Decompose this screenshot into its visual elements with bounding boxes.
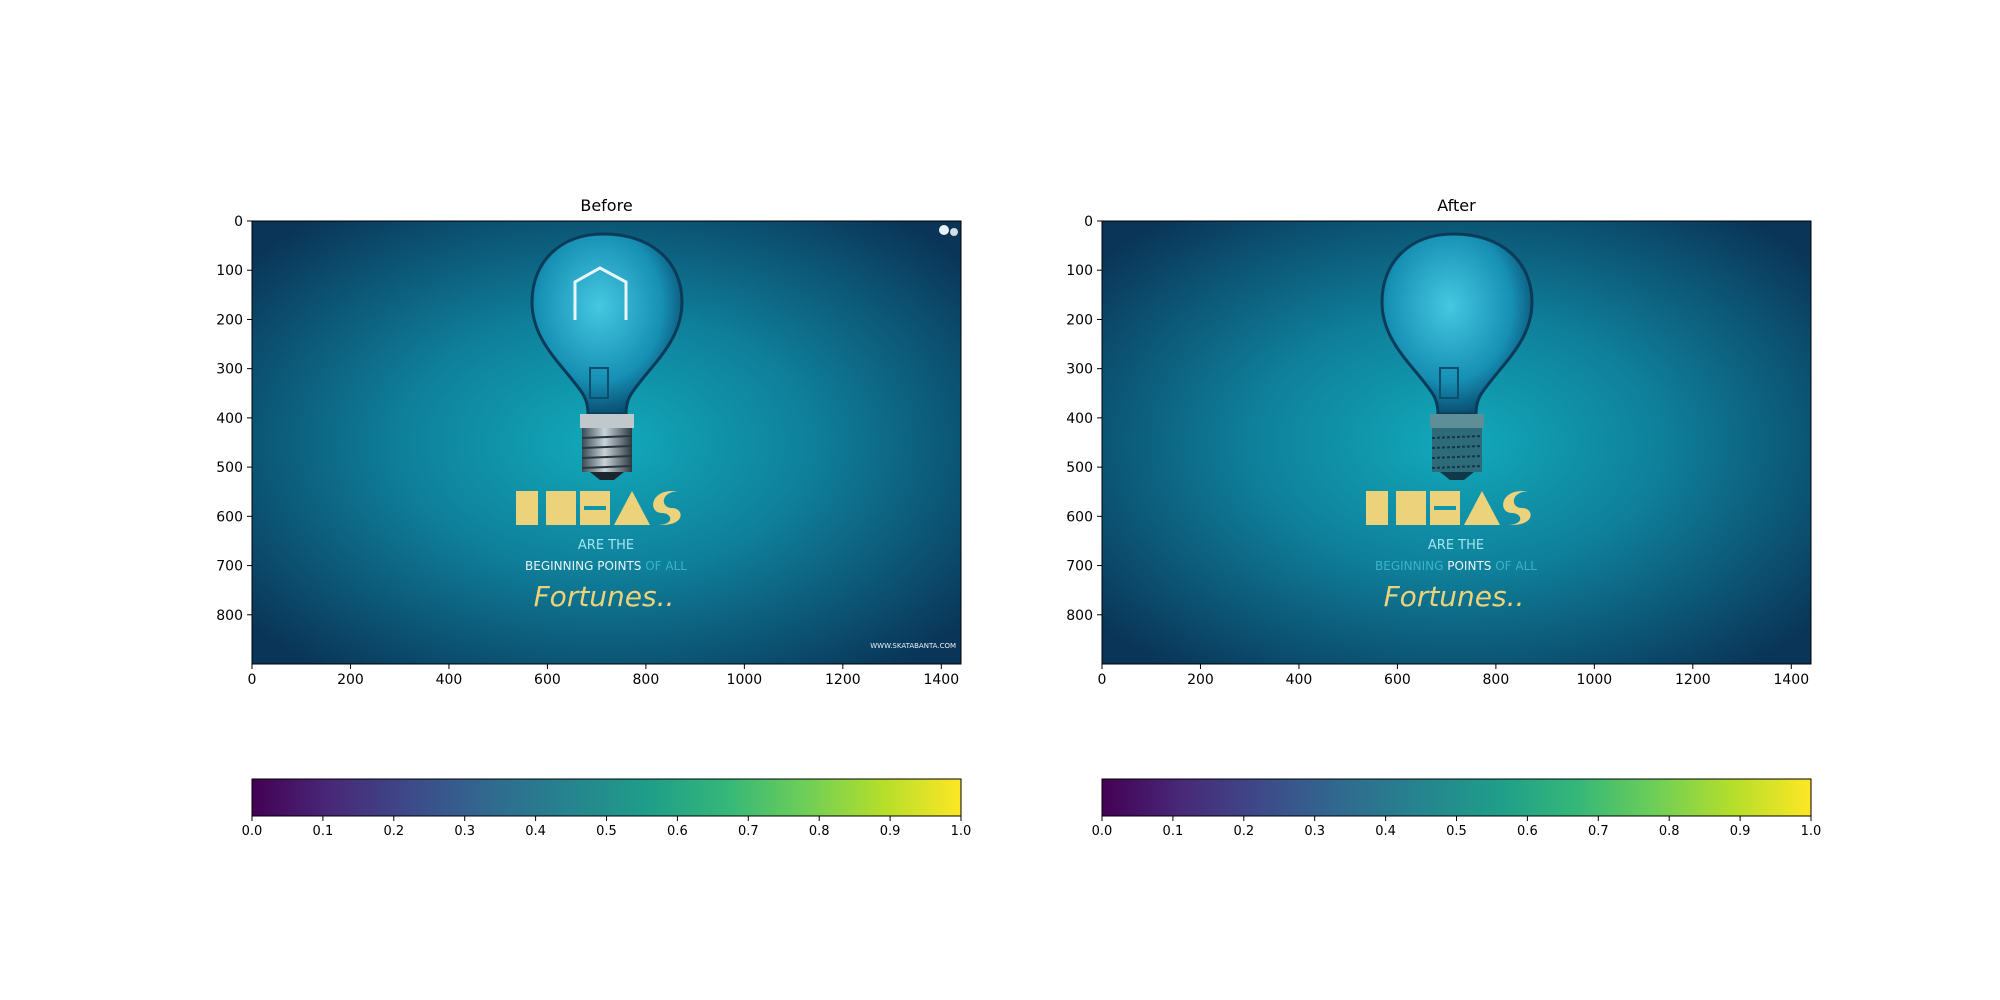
colorbar-tick-label: 0.2 — [383, 824, 404, 839]
y-tick-label: 300 — [1066, 362, 1093, 378]
y-tick-label: 700 — [1066, 559, 1093, 575]
image-after: ARE THE BEGINNING POINTS OF ALL Fortunes… — [1102, 221, 1811, 664]
image-text-fortunes: Fortunes.. — [1384, 580, 1525, 613]
colorbar-tick-label: 0.3 — [454, 824, 475, 839]
y-tick-label: 200 — [216, 312, 243, 328]
y-tick-label: 700 — [216, 559, 243, 575]
y-tick-label: 0 — [234, 214, 243, 230]
y-tick-label: 600 — [216, 509, 243, 525]
colorbar — [1101, 778, 1812, 817]
image-text-fortunes: Fortunes.. — [534, 580, 675, 613]
y-tick-label: 400 — [216, 411, 243, 427]
panel-title: Before — [580, 196, 632, 215]
colorbar-ticks: 0.0 0.1 0.2 0.3 0.4 0.5 0.6 0.7 0.8 0.9 1.0 — [1092, 816, 1822, 839]
x-tick-label: 800 — [633, 672, 660, 688]
y-tick-label: 800 — [1066, 608, 1093, 624]
colorbar-tick-label: 0.0 — [242, 824, 263, 839]
image-before: ARE THE BEGINNING POINTS OF ALL Fortunes… — [252, 221, 961, 664]
colorbar-tick-label: 0.1 — [1163, 824, 1184, 839]
y-tick-label: 400 — [1066, 411, 1093, 427]
colorbar-tick-label: 0.8 — [809, 824, 830, 839]
watermark-icon — [939, 225, 958, 236]
colorbar-ticks: 0.0 0.1 0.2 0.3 0.4 0.5 0.6 0.7 0.8 0.9 1.0 — [242, 816, 972, 839]
x-tick-label: 0 — [248, 672, 257, 688]
x-tick-label: 800 — [1483, 672, 1510, 688]
x-tick-label: 1200 — [825, 672, 861, 688]
colorbar-tick-label: 0.6 — [667, 824, 688, 839]
colorbar-tick-label: 1.0 — [951, 824, 972, 839]
y-tick-label: 600 — [1066, 509, 1093, 525]
x-tick-label: 200 — [1187, 672, 1214, 688]
y-tick-label: 100 — [216, 263, 243, 279]
y-tick-label: 800 — [216, 608, 243, 624]
x-tick-label: 1000 — [1577, 672, 1613, 688]
y-tick-label: 300 — [216, 362, 243, 378]
colorbar-tick-label: 0.6 — [1517, 824, 1538, 839]
y-tick-label: 500 — [216, 460, 243, 476]
image-text-credit: WWW.SKATABANTA.COM — [870, 642, 956, 650]
bulb-icon — [1380, 232, 1534, 480]
x-tick-label: 1200 — [1675, 672, 1711, 688]
colorbar-tick-label: 0.7 — [738, 824, 759, 839]
colorbar-tick-label: 0.3 — [1304, 824, 1325, 839]
colorbar-tick-label: 0.8 — [1659, 824, 1680, 839]
colorbar-tick-label: 0.4 — [525, 824, 546, 839]
colorbar-tick-label: 0.1 — [313, 824, 334, 839]
image-text-line2: BEGINNING POINTS OF ALL — [1375, 559, 1537, 573]
ideas-headline — [1366, 491, 1531, 525]
axes-before: 0 200 400 600 800 1000 1200 1400 0 100 200 300 400 50… — [216, 214, 959, 688]
colorbar-tick-label: 0.4 — [1375, 824, 1396, 839]
x-tick-label: 1000 — [727, 672, 763, 688]
image-frame — [1101, 220, 1812, 665]
image-frame — [251, 220, 962, 665]
colorbar-tick-label: 0.0 — [1092, 824, 1113, 839]
colorbar-tick-label: 0.9 — [1730, 824, 1751, 839]
panel-title: After — [1437, 196, 1476, 215]
x-tick-label: 400 — [436, 672, 463, 688]
colorbar-tick-label: 0.5 — [596, 824, 617, 839]
y-tick-label: 100 — [1066, 263, 1093, 279]
colorbar-tick-label: 0.2 — [1233, 824, 1254, 839]
x-tick-label: 600 — [1384, 672, 1411, 688]
x-tick-label: 400 — [1286, 672, 1313, 688]
colorbar-tick-label: 0.9 — [880, 824, 901, 839]
bulb-icon — [530, 232, 684, 480]
ideas-headline — [516, 491, 681, 525]
panel-after: After ARE THE BEGINNING POINTS OF ALL — [1066, 196, 1821, 839]
image-text-are-the: ARE THE — [1428, 538, 1484, 553]
x-tick-label: 200 — [337, 672, 364, 688]
y-tick-label: 200 — [1066, 312, 1093, 328]
panel-before: Before ARE THE BEGINNING POINTS — [216, 196, 971, 839]
x-tick-label: 1400 — [923, 672, 959, 688]
colorbar-tick-label: 0.5 — [1446, 824, 1467, 839]
axes-after: 0 200 400 600 800 1000 1200 1400 0 100 200 300 400 50… — [1066, 214, 1809, 688]
image-text-line2: BEGINNING POINTS OF ALL — [525, 559, 687, 573]
colorbar-tick-label: 1.0 — [1801, 824, 1822, 839]
x-tick-label: 1400 — [1773, 672, 1809, 688]
image-text-are-the: ARE THE — [578, 538, 634, 553]
x-tick-label: 600 — [534, 672, 561, 688]
y-tick-label: 500 — [1066, 460, 1093, 476]
colorbar-tick-label: 0.7 — [1588, 824, 1609, 839]
y-tick-label: 0 — [1084, 214, 1093, 230]
colorbar — [251, 778, 962, 817]
x-tick-label: 0 — [1098, 672, 1107, 688]
